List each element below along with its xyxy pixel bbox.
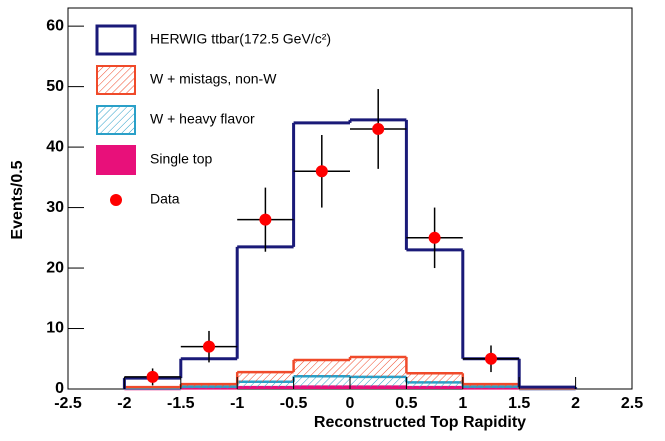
bar-segment <box>293 359 350 377</box>
y-tick-label: 20 <box>46 259 64 276</box>
x-tick-label: -1 <box>230 395 244 412</box>
bar-segment <box>237 247 293 372</box>
data-point <box>372 122 385 135</box>
data-point <box>203 340 215 353</box>
legend-label: Data <box>150 191 180 207</box>
legend-swatch <box>95 24 137 56</box>
data-point <box>315 165 328 178</box>
x-tick-label: -2.5 <box>54 395 82 412</box>
bar-segment <box>406 373 463 383</box>
bar-segment <box>237 372 294 382</box>
legend-swatch <box>96 145 136 175</box>
legend-label: W + heavy flavor <box>150 111 255 127</box>
data-point <box>428 231 441 244</box>
y-tick-label: 10 <box>46 320 64 337</box>
legend-label: W + mistags, non-W <box>150 71 277 87</box>
x-tick-label: 1 <box>458 395 467 412</box>
x-tick-label: 0.5 <box>395 395 417 412</box>
x-tick-label: 2 <box>571 395 580 412</box>
x-tick-label: 0 <box>346 395 355 412</box>
bar-segment <box>237 381 294 388</box>
x-tick-label: 1.5 <box>508 395 530 412</box>
data-point <box>485 352 497 365</box>
y-tick-label: 50 <box>46 78 64 95</box>
bar-segment <box>350 356 407 377</box>
legend-marker <box>110 194 122 206</box>
bar-segment <box>350 376 407 387</box>
x-tick-label: -0.5 <box>280 395 308 412</box>
x-tick-label: -1.5 <box>167 395 195 412</box>
bar-segment <box>293 376 350 387</box>
bar-segment <box>406 250 462 373</box>
y-tick-label: 30 <box>46 199 64 216</box>
data-point <box>259 213 272 226</box>
x-tick-label: 2.5 <box>621 395 643 412</box>
bar-segment <box>181 359 237 384</box>
x-tick-label: -2 <box>117 395 131 412</box>
data-point <box>146 370 159 383</box>
x-axis-label: Reconstructed Top Rapidity <box>314 414 526 431</box>
y-tick-label: 40 <box>46 138 64 155</box>
legend-swatch <box>96 65 136 95</box>
y-tick-label: 0 <box>55 380 64 397</box>
legend-label: Single top <box>150 151 212 167</box>
bar-segment <box>406 382 463 388</box>
legend-swatch <box>96 105 136 135</box>
y-axis-label: Events/0.5 <box>9 160 26 239</box>
y-tick-label: 60 <box>46 17 64 34</box>
legend-label: HERWIG ttbar(172.5 GeV/c²) <box>150 31 331 47</box>
